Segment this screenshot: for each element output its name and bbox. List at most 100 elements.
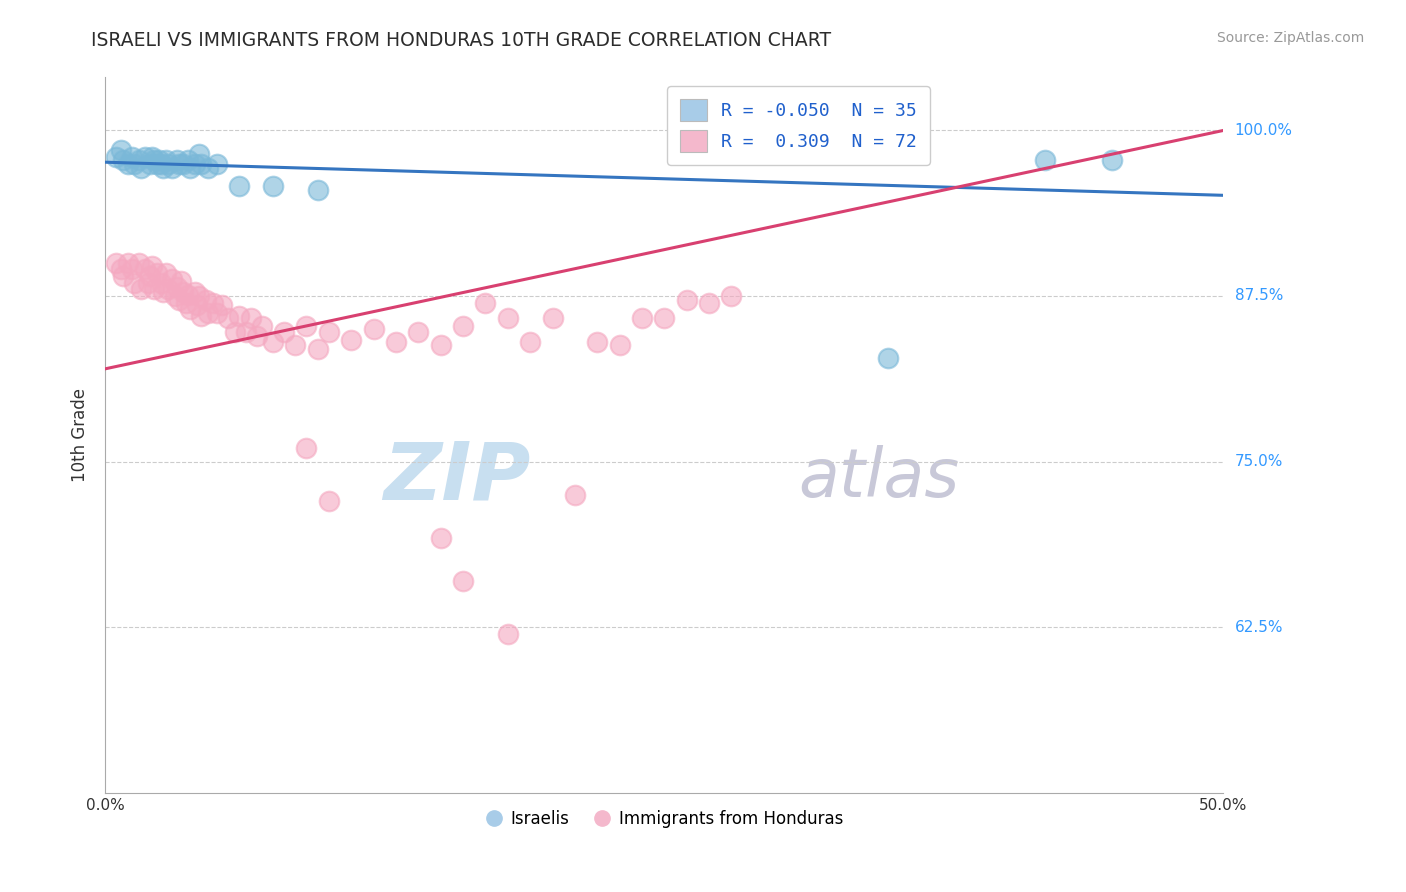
Point xyxy=(197,161,219,175)
Point xyxy=(170,274,193,288)
Point xyxy=(143,282,166,296)
Point xyxy=(1033,153,1056,167)
Point xyxy=(194,293,217,307)
Point xyxy=(262,179,284,194)
Point xyxy=(156,282,179,296)
Point xyxy=(228,179,250,194)
Point xyxy=(675,293,697,307)
Point xyxy=(188,147,211,161)
Point xyxy=(451,574,474,588)
Point xyxy=(340,333,363,347)
Point xyxy=(134,150,156,164)
Point xyxy=(152,285,174,299)
Point xyxy=(217,311,239,326)
Point xyxy=(173,156,195,170)
Point xyxy=(167,156,190,170)
Point xyxy=(408,325,430,339)
Point xyxy=(121,150,143,164)
Point xyxy=(183,156,205,170)
Point xyxy=(166,279,188,293)
Point xyxy=(318,494,340,508)
Point xyxy=(262,335,284,350)
Point xyxy=(173,285,195,299)
Point xyxy=(186,298,208,312)
Point xyxy=(1101,153,1123,167)
Point xyxy=(128,256,150,270)
Point xyxy=(190,309,212,323)
Point xyxy=(197,306,219,320)
Point xyxy=(307,342,329,356)
Point xyxy=(239,311,262,326)
Point xyxy=(429,532,451,546)
Point xyxy=(224,325,246,339)
Point xyxy=(183,285,205,299)
Point xyxy=(609,338,631,352)
Point xyxy=(155,153,177,167)
Point xyxy=(174,295,197,310)
Point xyxy=(190,156,212,170)
Point xyxy=(295,319,318,334)
Point xyxy=(141,259,163,273)
Point xyxy=(105,256,128,270)
Y-axis label: 10th Grade: 10th Grade xyxy=(72,388,89,482)
Point xyxy=(211,298,233,312)
Text: 100.0%: 100.0% xyxy=(1234,123,1292,138)
Point xyxy=(496,626,519,640)
Point xyxy=(163,289,186,303)
Point xyxy=(273,325,295,339)
Point xyxy=(134,262,156,277)
Point xyxy=(720,289,742,303)
Point xyxy=(697,295,720,310)
Point xyxy=(112,153,135,167)
Point xyxy=(474,295,496,310)
Text: atlas: atlas xyxy=(799,445,960,511)
Point xyxy=(143,153,166,167)
Point xyxy=(128,153,150,167)
Point xyxy=(105,150,128,164)
Point xyxy=(162,272,184,286)
Point xyxy=(496,311,519,326)
Point xyxy=(188,289,211,303)
Point xyxy=(145,156,167,170)
Text: ISRAELI VS IMMIGRANTS FROM HONDURAS 10TH GRADE CORRELATION CHART: ISRAELI VS IMMIGRANTS FROM HONDURAS 10TH… xyxy=(91,31,831,50)
Point xyxy=(145,267,167,281)
Point xyxy=(201,295,224,310)
Point xyxy=(654,311,676,326)
Point xyxy=(129,282,152,296)
Point xyxy=(117,156,139,170)
Point xyxy=(110,262,132,277)
Point xyxy=(129,161,152,175)
Point xyxy=(284,338,307,352)
Point xyxy=(167,293,190,307)
Point xyxy=(177,153,200,167)
Point xyxy=(124,276,146,290)
Point xyxy=(155,267,177,281)
Point xyxy=(246,328,269,343)
Point xyxy=(141,150,163,164)
Point xyxy=(205,306,228,320)
Point xyxy=(307,183,329,197)
Point xyxy=(139,269,162,284)
Point xyxy=(179,161,201,175)
Point xyxy=(136,276,159,290)
Text: 87.5%: 87.5% xyxy=(1234,288,1282,303)
Point xyxy=(295,442,318,456)
Point xyxy=(150,276,173,290)
Point xyxy=(631,311,654,326)
Point xyxy=(177,287,200,301)
Point xyxy=(385,335,408,350)
Point xyxy=(148,153,170,167)
Text: ZIP: ZIP xyxy=(382,439,530,517)
Point xyxy=(139,156,162,170)
Point xyxy=(429,338,451,352)
Point xyxy=(586,335,609,350)
Point xyxy=(541,311,564,326)
Legend: Israelis, Immigrants from Honduras: Israelis, Immigrants from Honduras xyxy=(478,803,851,834)
Text: Source: ZipAtlas.com: Source: ZipAtlas.com xyxy=(1216,31,1364,45)
Point xyxy=(519,335,541,350)
Point xyxy=(179,302,201,317)
Point xyxy=(112,269,135,284)
Point xyxy=(117,256,139,270)
Point xyxy=(877,351,900,366)
Point xyxy=(124,156,146,170)
